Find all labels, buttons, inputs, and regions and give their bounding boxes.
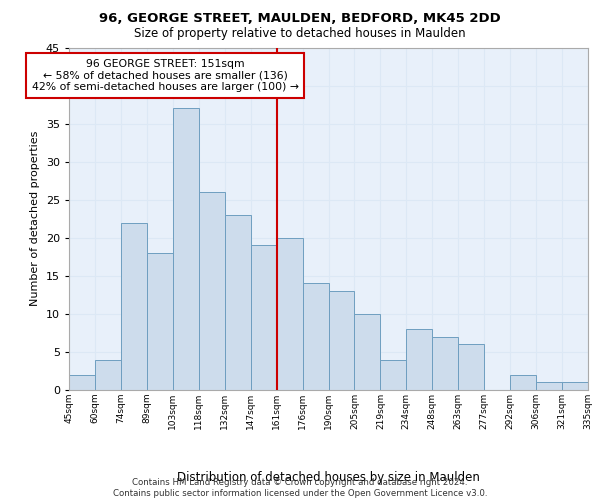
Bar [69,375,95,390]
X-axis label: Distribution of detached houses by size in Maulden: Distribution of detached houses by size … [177,471,480,484]
Bar [433,336,458,390]
Bar [251,246,277,390]
Bar [302,284,329,390]
Bar [562,382,588,390]
Bar [458,344,484,390]
Bar [173,108,199,390]
Text: Contains HM Land Registry data © Crown copyright and database right 2024.
Contai: Contains HM Land Registry data © Crown c… [113,478,487,498]
Bar [147,253,173,390]
Bar [225,215,251,390]
Y-axis label: Number of detached properties: Number of detached properties [30,131,40,306]
Bar [277,238,302,390]
Bar [380,360,406,390]
Bar [199,192,224,390]
Text: 96 GEORGE STREET: 151sqm
← 58% of detached houses are smaller (136)
42% of semi-: 96 GEORGE STREET: 151sqm ← 58% of detach… [32,59,299,92]
Bar [95,360,121,390]
Bar [355,314,380,390]
Bar [510,375,536,390]
Bar [406,329,432,390]
Text: 96, GEORGE STREET, MAULDEN, BEDFORD, MK45 2DD: 96, GEORGE STREET, MAULDEN, BEDFORD, MK4… [99,12,501,26]
Bar [536,382,562,390]
Bar [121,222,147,390]
Bar [329,291,355,390]
Text: Size of property relative to detached houses in Maulden: Size of property relative to detached ho… [134,28,466,40]
